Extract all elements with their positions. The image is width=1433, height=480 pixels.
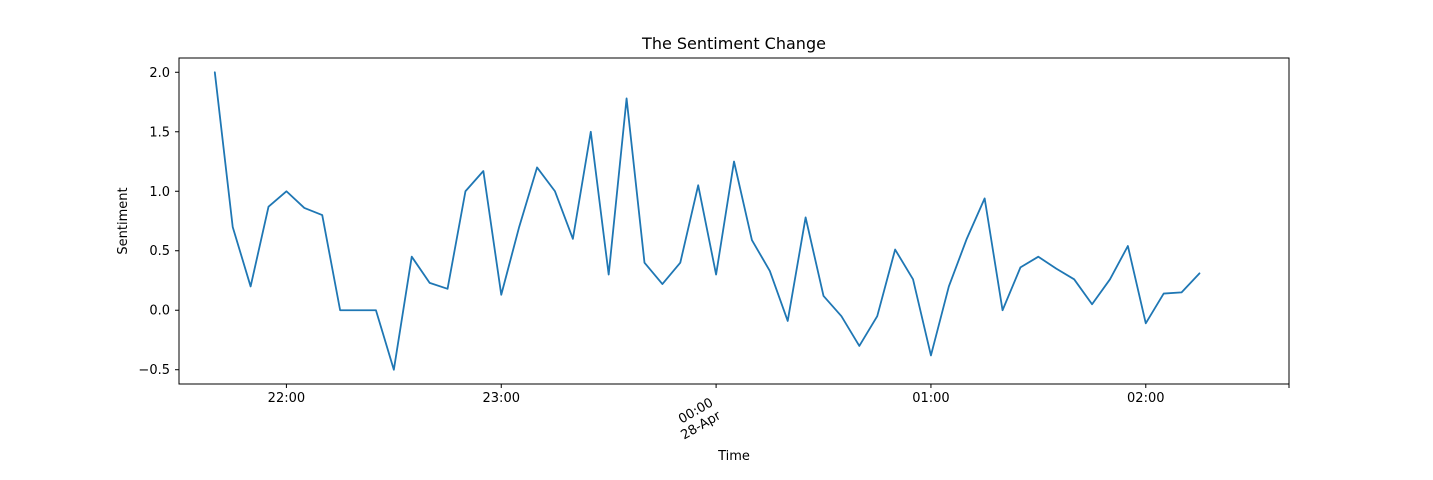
y-tick-label: 1.5 xyxy=(149,125,170,140)
plot-area xyxy=(213,71,1201,371)
y-tick-label: 0.0 xyxy=(149,304,170,319)
y-tick-label: −0.5 xyxy=(138,363,170,378)
chart-title: The Sentiment Change xyxy=(641,34,826,53)
y-tick-label: 0.5 xyxy=(149,244,170,259)
y-tick-label: 1.0 xyxy=(149,185,170,200)
x-tick-label: 23:00 xyxy=(483,391,520,406)
y-axis: −0.5 0.0 0.5 1.0 1.5 2.0 xyxy=(138,66,179,378)
x-tick-label: 22:00 xyxy=(268,391,305,406)
x-axis-label: Time xyxy=(717,449,750,464)
axes-frame xyxy=(178,57,1290,385)
y-axis-label: Sentiment xyxy=(116,187,131,254)
y-tick-label: 2.0 xyxy=(149,66,170,81)
x-tick-label: 01:00 xyxy=(912,391,949,406)
sentiment-line xyxy=(213,71,1201,371)
x-tick-label: 02:00 xyxy=(1127,391,1164,406)
